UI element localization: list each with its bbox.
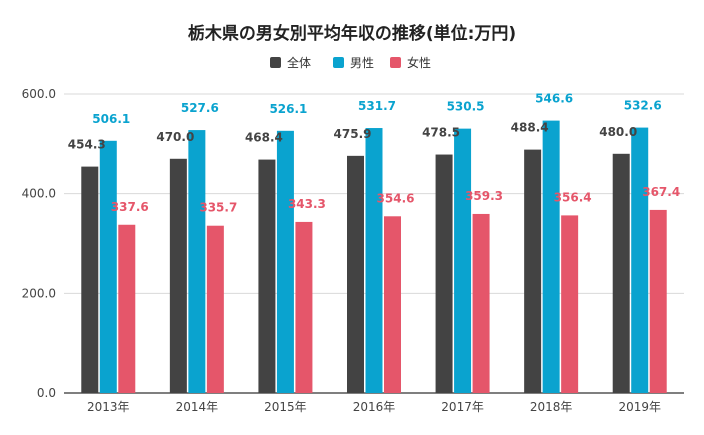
- bar-male: [631, 127, 649, 393]
- bar-female: [561, 215, 579, 393]
- data-label-male: 530.5: [447, 100, 485, 114]
- y-tick-label: 400.0: [22, 187, 56, 201]
- bar-female: [384, 216, 401, 393]
- bar-all: [612, 153, 630, 393]
- data-label-all: 480.0: [599, 125, 637, 139]
- data-label-female: 354.6: [377, 191, 415, 205]
- data-label-female: 335.7: [199, 201, 237, 215]
- bar-male: [99, 140, 117, 393]
- bar-male: [365, 128, 383, 393]
- bar-female: [649, 209, 667, 393]
- x-tick-label: 2016年: [353, 400, 396, 414]
- legend-swatch-female: [390, 57, 401, 68]
- x-tick-label: 2019年: [618, 400, 661, 414]
- bar-male: [276, 130, 294, 393]
- bar-female: [118, 224, 136, 393]
- legend-swatch-all: [270, 57, 281, 68]
- y-tick-label: 0.0: [37, 386, 56, 400]
- x-tick-label: 2013年: [87, 400, 130, 414]
- bar-all: [435, 154, 453, 393]
- data-label-female: 343.3: [288, 197, 326, 211]
- x-tick-label: 2017年: [441, 400, 484, 414]
- data-label-all: 478.5: [422, 126, 460, 140]
- legend-label-female: 女性: [407, 55, 431, 70]
- data-label-female: 367.4: [642, 185, 680, 199]
- data-label-all: 475.9: [334, 127, 372, 141]
- bar-female: [472, 213, 490, 393]
- data-label-male: 506.1: [92, 112, 130, 126]
- data-label-male: 527.6: [181, 101, 219, 115]
- bar-male: [188, 130, 206, 393]
- y-tick-label: 200.0: [22, 286, 56, 300]
- bar-all: [169, 158, 187, 393]
- bar-male: [454, 128, 472, 394]
- bar-male: [542, 120, 560, 394]
- bar-female: [206, 225, 224, 393]
- y-axis: 0.0 200.0 400.0 600.0: [22, 87, 56, 400]
- bar-all: [81, 166, 99, 393]
- data-label-male: 531.7: [358, 99, 396, 113]
- data-label-female: 359.3: [465, 189, 503, 203]
- legend-swatch-male: [333, 57, 344, 68]
- data-label-female: 356.4: [554, 190, 592, 204]
- data-label-male: 532.6: [624, 99, 662, 113]
- data-label-male: 526.1: [269, 102, 307, 116]
- legend-label-male: 男性: [350, 56, 374, 70]
- bars: [81, 120, 667, 394]
- bar-all: [258, 159, 276, 393]
- x-tick-label: 2014年: [176, 400, 219, 414]
- x-axis: 2013年 2014年 2015年 2016年 2017年 2018年 2019年: [87, 400, 661, 414]
- legend: 全体 男性 女性: [270, 55, 431, 70]
- bar-all: [524, 149, 542, 393]
- data-labels: 454.3 506.1 337.6 470.0 527.6 335.7 468.4 526.1…: [68, 92, 680, 215]
- data-label-female: 337.6: [111, 200, 149, 214]
- bar-female: [295, 221, 313, 393]
- data-label-all: 454.3: [68, 138, 106, 152]
- x-tick-label: 2018年: [530, 400, 573, 414]
- data-label-all: 488.4: [511, 121, 549, 135]
- data-label-all: 468.4: [245, 131, 283, 145]
- legend-label-all: 全体: [287, 55, 311, 70]
- data-label-male: 546.6: [535, 92, 573, 106]
- x-tick-label: 2015年: [264, 400, 307, 414]
- y-tick-label: 600.0: [22, 87, 56, 101]
- bar-all: [347, 155, 364, 393]
- chart-title: 栃木県の男女別平均年収の推移(単位:万円): [188, 23, 516, 44]
- data-label-all: 470.0: [156, 130, 194, 144]
